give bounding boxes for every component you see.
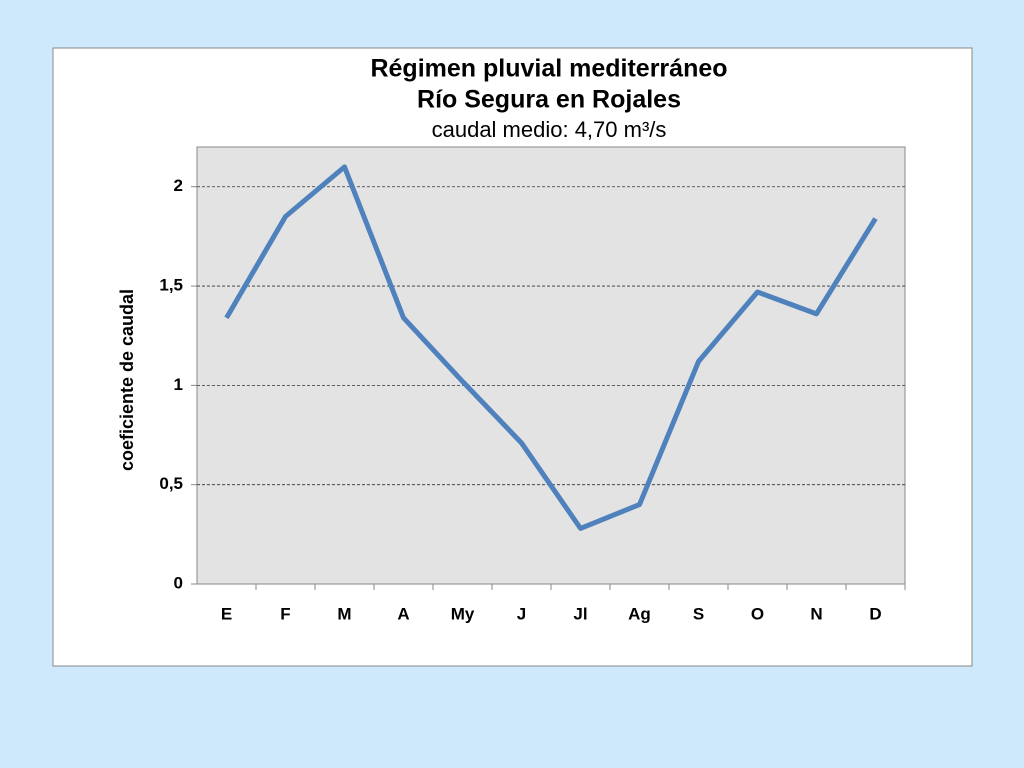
x-tick-label: O xyxy=(751,604,764,623)
x-tick-label: F xyxy=(280,604,290,623)
x-tick-label: E xyxy=(221,604,232,623)
x-tick-label: Ag xyxy=(628,604,651,623)
y-axis-label: coeficiente de caudal xyxy=(117,289,137,471)
x-tick-label: M xyxy=(337,604,351,623)
x-tick-label: N xyxy=(810,604,822,623)
chart-annotation: caudal medio: 4,70 m³/s xyxy=(432,117,667,142)
x-tick-label: J xyxy=(517,604,526,623)
x-tick-label: Jl xyxy=(573,604,587,623)
chart-title: Régimen pluvial mediterráneo xyxy=(370,55,727,83)
x-tick-label: My xyxy=(451,604,475,623)
y-tick-label: 0 xyxy=(174,573,183,592)
x-tick-label: D xyxy=(869,604,881,623)
x-tick-label: S xyxy=(693,604,704,623)
chart-subtitle: Río Segura en Rojales xyxy=(417,86,681,114)
data-line xyxy=(224,164,878,531)
y-tick-label: 2 xyxy=(174,176,183,195)
y-tick-label: 1,5 xyxy=(159,276,183,295)
y-tick-label: 0,5 xyxy=(159,474,183,493)
x-tick-label: A xyxy=(397,604,409,623)
plot-area xyxy=(196,146,906,585)
y-tick-label: 1 xyxy=(174,375,183,394)
